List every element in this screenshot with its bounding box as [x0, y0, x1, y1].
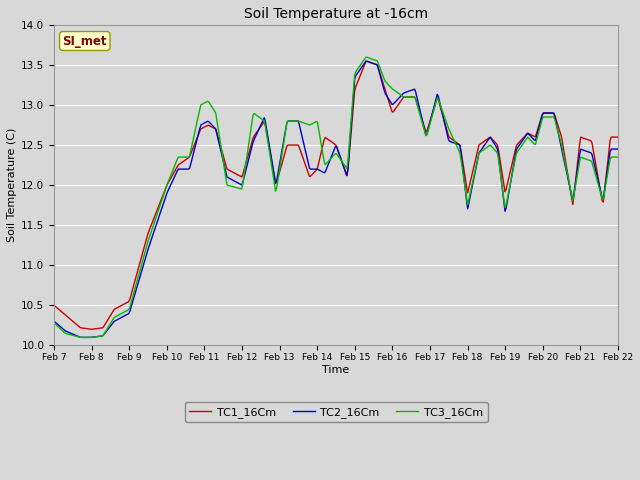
TC1_16Cm [356, 72, 364, 78]
TC2_16Cm [356, 66, 364, 72]
TC1_16Cm [603, 168, 611, 174]
TC2_16Cm [603, 172, 611, 178]
TC1_16Cm [319, 142, 327, 147]
TC3_16Cm [319, 152, 327, 158]
TC1_16Cm [362, 59, 370, 64]
TC3_16Cm [51, 320, 58, 326]
TC1_16Cm [323, 135, 330, 141]
TC3_16Cm [362, 54, 370, 60]
TC2_16Cm [319, 169, 327, 175]
Y-axis label: Soil Temperature (C): Soil Temperature (C) [7, 128, 17, 242]
TC3_16Cm [614, 154, 622, 160]
TC2_16Cm [515, 143, 522, 149]
TC2_16Cm [362, 58, 370, 64]
TC1_16Cm [51, 302, 58, 308]
Text: SI_met: SI_met [63, 35, 107, 48]
TC2_16Cm [77, 335, 85, 340]
Line: TC2_16Cm: TC2_16Cm [54, 61, 618, 337]
TC3_16Cm [603, 176, 611, 182]
TC3_16Cm [515, 147, 522, 153]
TC3_16Cm [323, 160, 330, 166]
TC1_16Cm [515, 140, 522, 146]
TC1_16Cm [88, 326, 95, 332]
TC2_16Cm [51, 318, 58, 324]
TC1_16Cm [388, 108, 396, 114]
Legend: TC1_16Cm, TC2_16Cm, TC3_16Cm: TC1_16Cm, TC2_16Cm, TC3_16Cm [184, 402, 488, 422]
TC2_16Cm [614, 146, 622, 152]
TC2_16Cm [323, 166, 330, 172]
TC3_16Cm [77, 335, 85, 340]
TC3_16Cm [356, 62, 364, 68]
Line: TC1_16Cm: TC1_16Cm [54, 61, 618, 329]
TC3_16Cm [388, 85, 396, 91]
TC2_16Cm [388, 101, 396, 107]
TC1_16Cm [614, 134, 622, 140]
Line: TC3_16Cm: TC3_16Cm [54, 57, 618, 337]
Title: Soil Temperature at -16cm: Soil Temperature at -16cm [244, 7, 428, 21]
X-axis label: Time: Time [323, 365, 349, 375]
